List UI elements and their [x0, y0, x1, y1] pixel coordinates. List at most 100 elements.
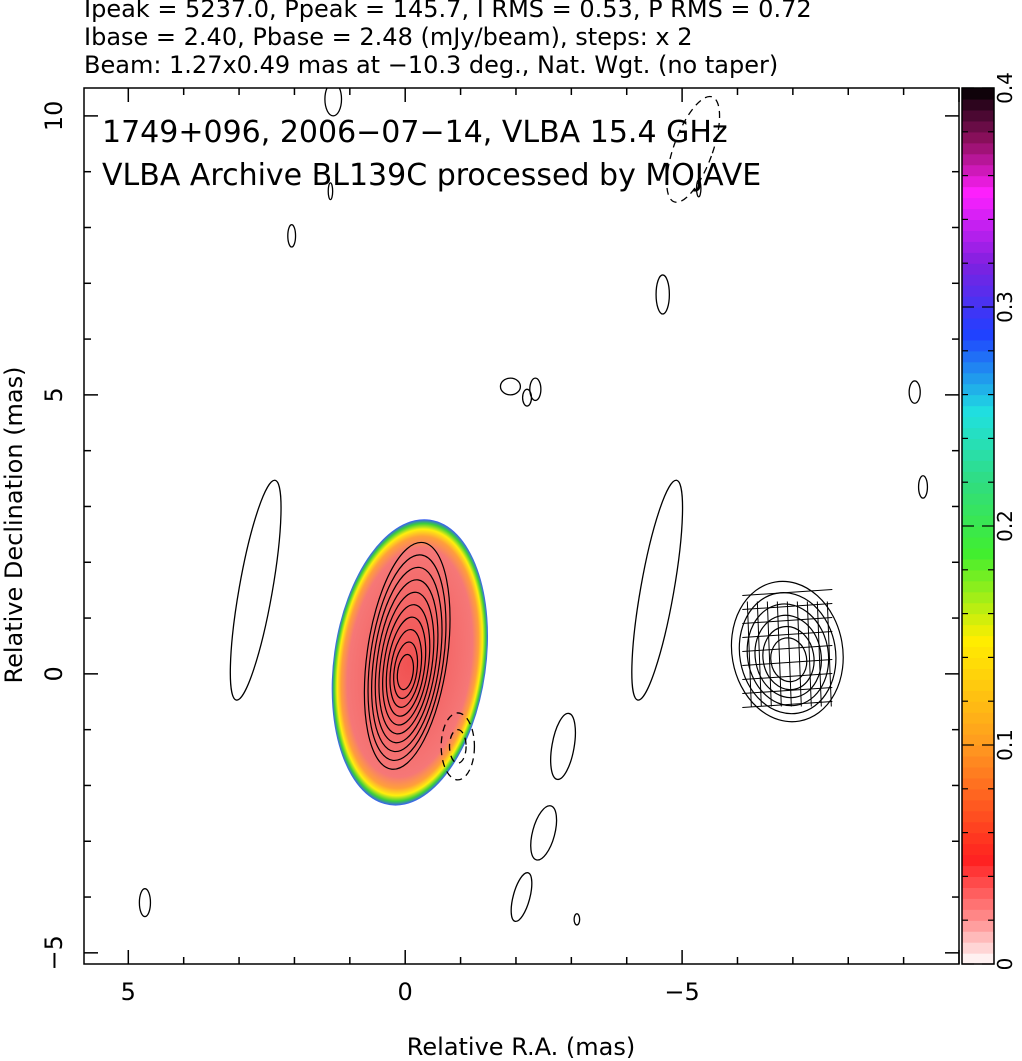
colorbar-tick-label: 0.3 [993, 291, 1017, 323]
beam-ellipse-group [730, 580, 844, 723]
colorbar-segment [962, 493, 994, 505]
colorbar-segment [962, 109, 994, 122]
colorbar-segment [962, 536, 994, 549]
core-contour [396, 653, 415, 691]
contour-island [138, 888, 152, 918]
colorbar-segment [962, 580, 994, 593]
colorbar-segment [962, 350, 994, 363]
polarization-fill [331, 519, 489, 806]
colorbar-segment [962, 613, 994, 626]
colorbar-segment [962, 755, 994, 768]
archive-annotation: VLBA Archive BL139C processed by MOJAVE [102, 158, 761, 193]
beam-hatch [776, 601, 782, 707]
colorbar-segment [962, 766, 994, 779]
colorbar-segment [962, 635, 994, 648]
beam-hatch [756, 601, 762, 707]
colorbar-segment [962, 821, 994, 834]
colorbar-segment [962, 942, 994, 954]
header-line-3: Beam: 1.27x0.49 mas at −10.3 deg., Nat. … [84, 51, 779, 79]
colorbar-segment [962, 274, 994, 286]
colorbar-segment [962, 887, 994, 899]
colorbar-segment [962, 175, 994, 188]
x-tick-label: −5 [664, 978, 699, 1006]
colorbar-segment [962, 208, 994, 220]
beam-hatch [742, 687, 833, 695]
contour-island [550, 712, 577, 781]
header-line-2: Ibase = 2.40, Pbase = 2.48 (mJy/beam), s… [84, 23, 693, 51]
contour-island [229, 479, 282, 701]
contour-island [510, 872, 533, 923]
contour-island [655, 274, 671, 315]
colorbar-segment [962, 339, 994, 352]
colorbar-segment [962, 197, 994, 210]
colorbar-segment [962, 624, 994, 637]
contour-island [573, 913, 581, 926]
beam-contour [730, 580, 844, 723]
colorbar-segment [962, 515, 994, 527]
colorbar-tick-label: 0.1 [993, 729, 1017, 761]
colorbar-segment [962, 876, 994, 888]
colorbar-segment [962, 843, 994, 856]
beam-hatch [746, 601, 752, 707]
core-contour [371, 566, 443, 753]
colorbar-segment [962, 953, 994, 965]
colorbar-segment [962, 186, 994, 199]
colorbar-segment [962, 854, 994, 867]
colorbar-segment [962, 471, 994, 483]
contour-island [529, 377, 542, 402]
beam-hatch [796, 601, 802, 707]
colorbar-segment [962, 547, 994, 560]
y-tick-label: 0 [40, 666, 68, 681]
core-contour [382, 604, 431, 726]
header-line-1: Ipeak = 5237.0, Ppeak = 145.7, I RMS = 0… [84, 0, 812, 23]
colorbar-segment [962, 690, 994, 702]
colorbar-segment [962, 296, 994, 308]
contour-island [66, 868, 69, 881]
contour-island [631, 479, 684, 701]
contour-island [67, 579, 78, 607]
colorbar-segment [962, 427, 994, 439]
beam-hatch [742, 589, 833, 597]
colorbar-segment [962, 361, 994, 374]
colorbar-segment [962, 372, 994, 385]
colorbar-segment [962, 679, 994, 691]
negative-contour [448, 729, 467, 764]
plot-frame [83, 87, 960, 965]
colorbar-segment [962, 328, 994, 341]
beam-hatch [816, 601, 822, 707]
beam-contour [746, 603, 830, 707]
colorbar-segment [962, 416, 994, 429]
colorbar-segment [962, 931, 994, 943]
colorbar-segment [962, 701, 994, 713]
colorbar-segment [962, 668, 994, 680]
colorbar-segment [962, 777, 994, 790]
y-tick-label: −5 [40, 935, 68, 970]
colorbar-segment [962, 482, 994, 494]
colorbar-segment [962, 241, 994, 253]
core-contour [385, 616, 427, 717]
colorbar-segment [962, 460, 994, 472]
x-axis-label: Relative R.A. (mas) [407, 1033, 635, 1061]
colorbar-segment [962, 394, 994, 407]
beam-hatch [826, 601, 832, 707]
colorbar-tick-label: 0.2 [993, 510, 1017, 542]
colorbar-segment [962, 723, 994, 735]
colorbar-segment [962, 317, 994, 330]
colorbar-segment [962, 307, 994, 319]
y-tick-label: 5 [40, 387, 68, 402]
source-annotation: 1749+096, 2006−07−14, VLBA 15.4 GHz [102, 115, 728, 150]
colorbar-segment [962, 449, 994, 461]
colorbar-tick-label: 0.4 [993, 72, 1017, 104]
colorbar-segment [962, 252, 994, 264]
colorbar-segment [962, 591, 994, 604]
contour-island [499, 377, 522, 396]
colorbar-segment [962, 219, 994, 231]
negative-contour [440, 712, 476, 781]
x-tick-label: 0 [398, 978, 413, 1006]
colorbar-segment [962, 646, 994, 658]
colorbar-segment [962, 263, 994, 275]
colorbar-segment [962, 88, 994, 100]
colorbar-segment [962, 98, 994, 111]
colorbar-segment [962, 712, 994, 724]
